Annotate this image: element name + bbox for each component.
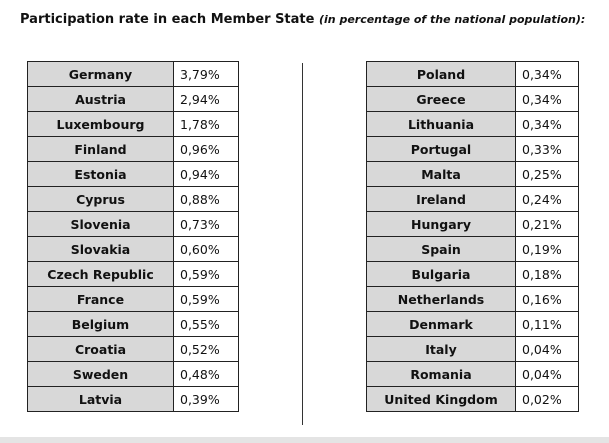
- country-cell: Netherlands: [366, 286, 516, 312]
- country-cell: Malta: [366, 161, 516, 187]
- table-row: Lithuania 0,34%: [366, 111, 579, 137]
- rate-cell: 1,78%: [173, 111, 239, 137]
- table-row: Hungary 0,21%: [366, 211, 579, 237]
- table-row: United Kingdom 0,02%: [366, 386, 579, 412]
- rate-cell: 0,11%: [515, 311, 579, 337]
- table-left: Germany 3,79% Austria 2,94% Luxembourg 1,78% F…: [27, 61, 239, 412]
- rate-cell: 0,88%: [173, 186, 239, 212]
- country-cell: Cyprus: [27, 186, 174, 212]
- rate-cell: 0,04%: [515, 336, 579, 362]
- country-cell: Denmark: [366, 311, 516, 337]
- table-row: Cyprus 0,88%: [27, 186, 239, 212]
- rate-cell: 0,48%: [173, 361, 239, 387]
- rate-cell: 0,24%: [515, 186, 579, 212]
- table-row: Italy 0,04%: [366, 336, 579, 362]
- country-cell: Luxembourg: [27, 111, 174, 137]
- table-row: Sweden 0,48%: [27, 361, 239, 387]
- country-cell: Ireland: [366, 186, 516, 212]
- table-row: Greece 0,34%: [366, 86, 579, 112]
- table-row: Czech Republic 0,59%: [27, 261, 239, 287]
- country-cell: Slovakia: [27, 236, 174, 262]
- table-row: Slovenia 0,73%: [27, 211, 239, 237]
- table-row: Germany 3,79%: [27, 61, 239, 87]
- title: Participation rate in each Member State …: [20, 12, 585, 27]
- rate-cell: 0,59%: [173, 286, 239, 312]
- rate-cell: 0,19%: [515, 236, 579, 262]
- table-row: Bulgaria 0,18%: [366, 261, 579, 287]
- rate-cell: 0,02%: [515, 386, 579, 412]
- subtitle: (in percentage of the national populatio…: [318, 13, 586, 26]
- table-row: Luxembourg 1,78%: [27, 111, 239, 137]
- country-cell: Slovenia: [27, 211, 174, 237]
- country-cell: Austria: [27, 86, 174, 112]
- rate-cell: 0,39%: [173, 386, 239, 412]
- table-row: Belgium 0,55%: [27, 311, 239, 337]
- country-cell: Portugal: [366, 136, 516, 162]
- table-row: Spain 0,19%: [366, 236, 579, 262]
- table-row: Netherlands 0,16%: [366, 286, 579, 312]
- country-cell: Belgium: [27, 311, 174, 337]
- table-row: Malta 0,25%: [366, 161, 579, 187]
- rate-cell: 0,73%: [173, 211, 239, 237]
- rate-cell: 0,34%: [515, 111, 579, 137]
- table-row: Croatia 0,52%: [27, 336, 239, 362]
- country-cell: Romania: [366, 361, 516, 387]
- country-cell: Spain: [366, 236, 516, 262]
- rate-cell: 0,34%: [515, 61, 579, 87]
- rate-cell: 3,79%: [173, 61, 239, 87]
- rate-cell: 0,33%: [515, 136, 579, 162]
- country-cell: Poland: [366, 61, 516, 87]
- rate-cell: 0,04%: [515, 361, 579, 387]
- bottom-bar: [0, 437, 609, 443]
- rate-cell: 0,96%: [173, 136, 239, 162]
- country-cell: Croatia: [27, 336, 174, 362]
- table-row: Latvia 0,39%: [27, 386, 239, 412]
- table-row: Denmark 0,11%: [366, 311, 579, 337]
- country-cell: Bulgaria: [366, 261, 516, 287]
- country-cell: Finland: [27, 136, 174, 162]
- table-row: Finland 0,96%: [27, 136, 239, 162]
- table-row: Portugal 0,33%: [366, 136, 579, 162]
- table-row: Ireland 0,24%: [366, 186, 579, 212]
- table-row: Romania 0,04%: [366, 361, 579, 387]
- country-cell: Lithuania: [366, 111, 516, 137]
- country-cell: United Kingdom: [366, 386, 516, 412]
- country-cell: Italy: [366, 336, 516, 362]
- table-row: France 0,59%: [27, 286, 239, 312]
- rate-cell: 0,60%: [173, 236, 239, 262]
- rate-cell: 0,59%: [173, 261, 239, 287]
- table-row: Austria 2,94%: [27, 86, 239, 112]
- country-cell: Greece: [366, 86, 516, 112]
- rate-cell: 0,21%: [515, 211, 579, 237]
- divider: [302, 63, 303, 425]
- country-cell: Germany: [27, 61, 174, 87]
- table-right: Poland 0,34% Greece 0,34% Lithuania 0,34% Port…: [366, 61, 579, 412]
- country-cell: Czech Republic: [27, 261, 174, 287]
- country-cell: Estonia: [27, 161, 174, 187]
- rate-cell: 2,94%: [173, 86, 239, 112]
- table-row: Slovakia 0,60%: [27, 236, 239, 262]
- rate-cell: 0,55%: [173, 311, 239, 337]
- country-cell: Latvia: [27, 386, 174, 412]
- table-row: Estonia 0,94%: [27, 161, 239, 187]
- rate-cell: 0,16%: [515, 286, 579, 312]
- country-cell: Hungary: [366, 211, 516, 237]
- rate-cell: 0,34%: [515, 86, 579, 112]
- rate-cell: 0,25%: [515, 161, 579, 187]
- rate-cell: 0,18%: [515, 261, 579, 287]
- table-row: Poland 0,34%: [366, 61, 579, 87]
- title-text: Participation rate in each Member State: [20, 12, 315, 27]
- country-cell: Sweden: [27, 361, 174, 387]
- rate-cell: 0,94%: [173, 161, 239, 187]
- country-cell: France: [27, 286, 174, 312]
- rate-cell: 0,52%: [173, 336, 239, 362]
